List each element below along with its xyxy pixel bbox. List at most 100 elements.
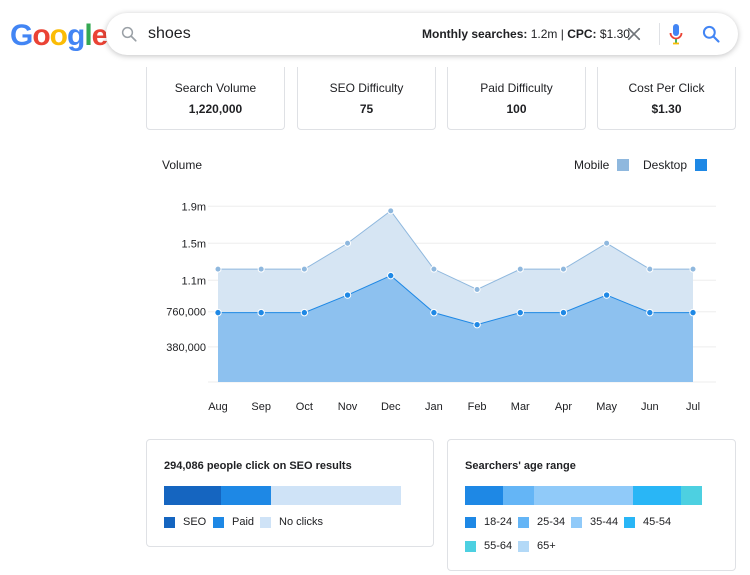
x-tick-label: May (596, 401, 617, 413)
mobile-point (646, 265, 654, 273)
logo-letter: e (91, 19, 109, 52)
legend-label: 65+ (537, 540, 556, 552)
search-bar[interactable]: shoes Monthly searches: 1.2m | CPC: $1.3… (106, 13, 738, 55)
legend-mobile-swatch (617, 159, 630, 171)
legend-swatch (164, 516, 175, 528)
desktop-point (559, 308, 568, 317)
stat-card-search-volume: Search Volume 1,220,000 (146, 67, 285, 130)
legend-swatch (624, 516, 635, 528)
seo-clicks-card: 294,086 people click on SEO results SEO P… (146, 439, 434, 547)
y-tick-label: 1.1m (182, 275, 206, 287)
mobile-point (689, 265, 697, 273)
mobile-point (430, 265, 438, 273)
cpc-label: CPC: (567, 27, 597, 41)
legend-item: 55-64 (465, 540, 512, 552)
mobile-point (214, 265, 222, 273)
bar-segment-paid (220, 486, 271, 505)
age-range-card: Searchers' age range 18-24 25-34 35-44 45-5… (447, 439, 736, 571)
google-logo[interactable]: Google (10, 18, 109, 54)
y-tick-label: 1.9m (182, 201, 206, 213)
legend-swatch (518, 540, 529, 552)
search-submit-icon[interactable] (701, 24, 721, 44)
stat-value: 75 (359, 102, 374, 116)
logo-letter: G (10, 19, 33, 52)
y-tick-label: 380,000 (166, 342, 206, 354)
volume-chart: Volume Mobile Desktop 380,000 760,000 1.1m… (146, 150, 736, 425)
stat-value: 100 (506, 102, 527, 116)
bar-segment-18-24 (465, 486, 503, 505)
logo-letter: o (49, 19, 68, 52)
stat-label: Paid Difficulty (480, 81, 553, 95)
bar-segment-55-64 (680, 486, 702, 505)
legend-label: SEO (183, 516, 207, 528)
desktop-point (516, 308, 524, 317)
legend-desktop-label: Desktop (643, 158, 688, 172)
stat-label: Search Volume (174, 81, 257, 95)
y-tick-label: 760,000 (166, 307, 206, 319)
age-range-title: Searchers' age range (465, 460, 576, 472)
x-tick-label: Jun (641, 401, 659, 413)
legend-item: 45-54 (624, 516, 671, 528)
x-tick-label: Jan (425, 401, 443, 413)
x-tick-label: Feb (468, 401, 487, 413)
metrics-separator: | (560, 27, 564, 41)
x-tick-label: Nov (338, 401, 358, 413)
legend-swatch (465, 516, 476, 528)
mobile-point (516, 265, 524, 273)
bar-segment-35-44 (533, 486, 634, 505)
desktop-line (218, 275, 693, 326)
bar-segment-seo (164, 486, 221, 505)
legend-swatch (260, 516, 271, 528)
bar-segment-45-54 (633, 486, 681, 505)
y-tick-label: 1.5m (182, 238, 206, 250)
volume-chart-plot: 380,000 760,000 1.1m 1.5m 1.9m Aug Sep Oct Nov De… (166, 201, 716, 413)
stat-label: Cost Per Click (628, 81, 705, 95)
legend-label: 55-64 (484, 540, 513, 552)
mobile-point (387, 207, 395, 215)
keyword-metrics: Monthly searches: 1.2m | CPC: $1.30 (422, 26, 630, 42)
mobile-line (218, 210, 693, 291)
microphone-icon[interactable] (668, 23, 684, 45)
monthly-searches-label: Monthly searches: (422, 27, 528, 41)
mobile-point (603, 239, 611, 247)
cpc-value: $1.30 (599, 27, 630, 41)
desktop-point (343, 291, 352, 299)
desktop-point (214, 308, 222, 317)
logo-letter: g (67, 19, 85, 52)
search-icon (121, 26, 137, 42)
search-divider (659, 23, 660, 45)
seo-clicks-title: 294,086 people click on SEO results (164, 460, 352, 472)
legend-label: No clicks (279, 516, 324, 528)
monthly-searches-value: 1.2m (530, 27, 558, 41)
legend-swatch (518, 516, 529, 528)
stat-label: SEO Difficulty (329, 81, 404, 95)
stat-value: $1.30 (651, 102, 682, 116)
legend-label: 45-54 (643, 516, 672, 528)
close-icon[interactable] (625, 25, 643, 43)
legend-item: 65+ (518, 540, 556, 552)
age-range-bar (465, 486, 702, 505)
logo-letter: o (32, 19, 50, 52)
legend-label: 18-24 (484, 516, 513, 528)
seo-clicks-bar (164, 486, 401, 505)
legend-item: No clicks (260, 516, 323, 528)
mobile-point (257, 265, 265, 273)
mobile-point (473, 286, 481, 293)
desktop-point (257, 308, 265, 317)
legend-item: Paid (213, 516, 254, 528)
legend-swatch (213, 516, 224, 528)
legend-mobile-label: Mobile (574, 158, 610, 172)
legend-item: 35-44 (571, 516, 618, 528)
desktop-area (218, 275, 693, 382)
search-input[interactable]: shoes (148, 25, 191, 42)
legend-label: 35-44 (590, 516, 619, 528)
legend-swatch (571, 516, 582, 528)
mobile-point (300, 265, 308, 273)
legend-label: Paid (232, 516, 255, 528)
legend-mobile: Mobile (574, 158, 630, 172)
x-tick-label: Jul (686, 401, 700, 413)
x-tick-label: Apr (555, 401, 572, 413)
bar-segment-no-clicks (270, 486, 401, 505)
legend-label: 25-34 (537, 516, 566, 528)
logo-letter: l (84, 19, 92, 52)
